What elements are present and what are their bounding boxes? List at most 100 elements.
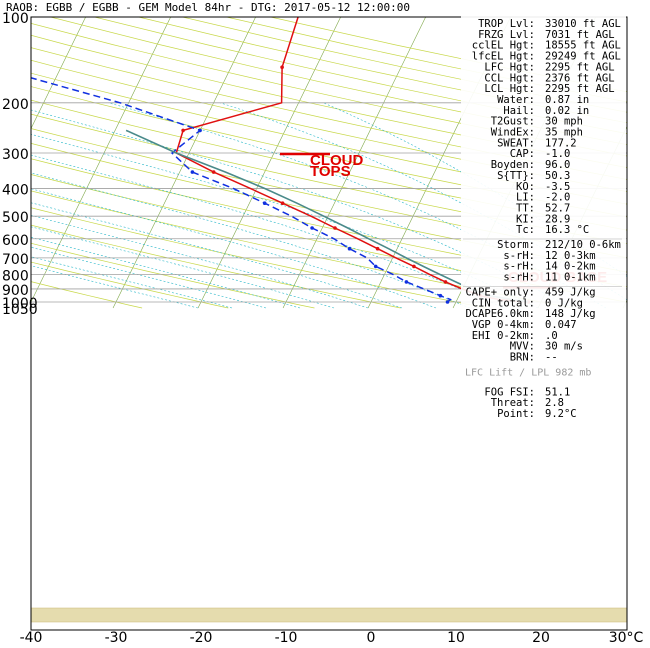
isotherm — [112, 17, 256, 309]
index-label: KI: — [516, 213, 535, 225]
dry-adiabat — [31, 158, 627, 288]
dewpoint-line — [31, 77, 452, 303]
index-label: Hail: — [503, 105, 535, 117]
isotherm — [31, 17, 86, 130]
storm-label: s-rH: — [503, 261, 535, 273]
moist-adiabat — [31, 109, 573, 309]
fog-value: 51.1 — [545, 386, 570, 398]
moist-adiabat — [31, 265, 199, 309]
index-value: 2376 ft AGL — [545, 72, 615, 84]
index-label: LFC Hgt: — [484, 61, 535, 73]
dewpoint-point — [404, 280, 409, 284]
cape-value: .0 — [545, 330, 558, 342]
indices-text: TROP Lvl: 33010 ft AGL FRZG Lvl: 7031 ft AG… — [463, 18, 622, 420]
isotherm — [0, 17, 1, 308]
dry-adiabat — [31, 207, 487, 309]
x-axis-ticks: -40 -30 -20 -10 0 10 20 30°C — [20, 630, 644, 646]
x-tick-label: 10 — [447, 630, 465, 646]
storm-value: 12 0-3km — [545, 250, 596, 262]
index-label: Water: — [497, 94, 535, 106]
x-tick-label: 20 — [532, 630, 550, 646]
index-value: -2.0 — [545, 192, 570, 204]
y-tick-label: 200 — [2, 97, 29, 113]
moist-adiabat — [31, 188, 437, 309]
fog-value: 9.2°C — [545, 408, 577, 420]
dewpoint-point — [198, 128, 202, 133]
x-tick-label: 30°C — [609, 630, 644, 646]
index-value: 7031 ft AGL — [545, 29, 615, 41]
x-tick-label: -40 — [20, 630, 43, 646]
dry-adiabat — [31, 86, 627, 218]
storm-value: 212/10 0-6km — [545, 239, 621, 251]
index-label: LCL Hgt: — [484, 83, 535, 95]
index-value: 0.87 in — [545, 94, 589, 106]
index-label: lfcEL Hgt: — [472, 51, 535, 63]
dewpoint-point — [190, 170, 195, 174]
cape-value: 0 J/kg — [545, 297, 583, 309]
index-value: 30 mph — [545, 116, 583, 128]
ground-band — [30, 607, 628, 623]
temperature-point — [443, 280, 448, 284]
x-tick-label: -20 — [190, 630, 213, 646]
x-tick-label: 0 — [367, 630, 376, 646]
storm-value: 11 0-1km — [545, 272, 596, 284]
dewpoint-point — [310, 226, 314, 230]
cape-label: BRN: — [510, 352, 535, 364]
storm-label: s-rH: — [503, 272, 535, 284]
index-value: 35 mph — [545, 127, 583, 139]
cape-label: MVV: — [510, 341, 535, 353]
index-value: 0.02 in — [545, 105, 589, 117]
index-value: 18555 ft AGL — [545, 40, 621, 52]
index-label: SWEAT: — [497, 137, 535, 149]
dry-adiabat — [31, 72, 627, 205]
index-label: T2Gust: — [491, 116, 535, 128]
index-value: 2295 ft AGL — [545, 61, 615, 73]
index-label: cclEL Hgt: — [472, 40, 535, 52]
y-tick-label: 800 — [2, 268, 29, 284]
cape-value: 0.047 — [545, 319, 577, 331]
index-label: Tc: — [516, 224, 535, 236]
fog-value: 2.8 — [545, 397, 564, 409]
temperature-line — [175, 17, 529, 303]
y-tick-label: 100 — [2, 11, 29, 27]
isotherm — [197, 17, 341, 309]
temperature-point — [181, 128, 185, 133]
dewpoint-point — [373, 264, 378, 269]
temperature-point — [280, 201, 285, 205]
x-tick-label: -30 — [105, 630, 128, 646]
index-value: 2295 ft AGL — [545, 83, 615, 95]
dry-adiabat — [31, 34, 627, 168]
index-label: FRZG Lvl: — [478, 29, 535, 41]
cape-value: 459 J/kg — [545, 286, 596, 298]
index-value: 96.0 — [545, 159, 570, 171]
index-value: -3.5 — [545, 181, 570, 193]
y-tick-label: 700 — [2, 252, 29, 268]
cape-label: CAPE+ only: — [465, 286, 535, 298]
y-tick-label: 900 — [2, 283, 29, 299]
y-tick-label: 400 — [2, 183, 29, 199]
index-value: 52.7 — [545, 202, 570, 214]
y-tick-label: 500 — [2, 210, 29, 226]
annotation-tops: TOPS — [310, 163, 351, 180]
index-label: LI: — [516, 192, 535, 204]
temperature-point — [375, 246, 380, 251]
index-label: S{TT}: — [497, 170, 535, 182]
moist-adiabat — [31, 215, 369, 309]
lfc-lift: LFC Lift / LPL 982 mb — [465, 367, 591, 378]
y-tick-label: 1000 — [2, 296, 38, 312]
dry-adiabat — [31, 59, 627, 192]
dry-adiabat — [31, 242, 315, 309]
cape-value: 30 m/s — [545, 341, 583, 353]
index-label: TT: — [516, 202, 535, 214]
index-label: CCL Hgt: — [484, 72, 535, 84]
moist-adiabat — [31, 172, 471, 309]
dry-adiabat — [31, 281, 143, 309]
y-tick-label: 1050 — [2, 302, 38, 318]
y-tick-label: 300 — [2, 147, 29, 163]
temperature-point — [412, 264, 416, 269]
dewpoint-point — [347, 246, 352, 251]
moist-adiabat — [31, 202, 403, 309]
chart-header: RAOB: EGBB / EGBB - GEM Model 84hr - DTG… — [6, 1, 410, 14]
fog-label: Threat: — [491, 397, 535, 409]
